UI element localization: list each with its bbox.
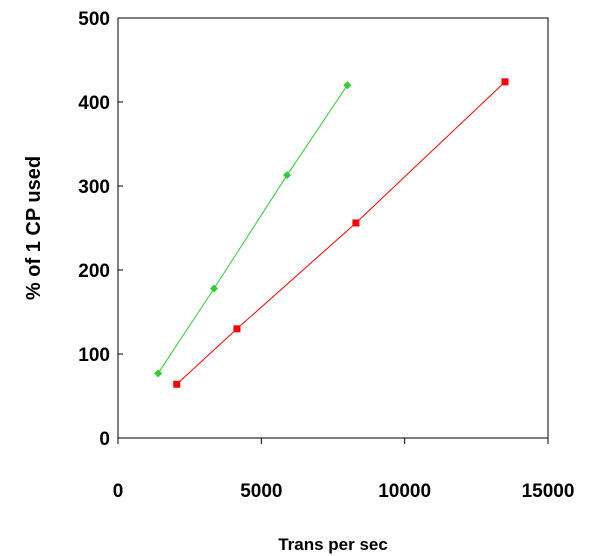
y-tick-label: 100	[78, 345, 110, 366]
y-tick-label: 500	[78, 9, 110, 30]
data-point	[210, 284, 219, 293]
x-axis-label: Trans per sec	[278, 535, 388, 554]
series-line	[157, 84, 348, 374]
series-layer	[154, 78, 509, 388]
data-point	[352, 219, 360, 227]
series-0	[154, 81, 352, 378]
plot-area	[117, 17, 549, 439]
x-tick-label: 15000	[522, 481, 575, 502]
x-tick-label: 10000	[378, 481, 431, 502]
data-point	[501, 78, 509, 86]
x-tick-label: 5000	[240, 481, 282, 502]
data-point	[173, 380, 181, 388]
y-axis-label: % of 1 CP used	[23, 156, 45, 300]
data-point	[154, 369, 163, 378]
y-tick-label: 200	[78, 261, 110, 282]
y-tick-label: 0	[99, 429, 110, 450]
data-point	[343, 81, 352, 90]
data-point	[283, 171, 292, 180]
y-tick-label: 400	[78, 93, 110, 114]
y-tick-label: 300	[78, 177, 110, 198]
series-1	[173, 78, 509, 388]
data-point	[233, 325, 241, 333]
series-line	[176, 81, 506, 385]
x-tick-label: 0	[113, 481, 124, 502]
